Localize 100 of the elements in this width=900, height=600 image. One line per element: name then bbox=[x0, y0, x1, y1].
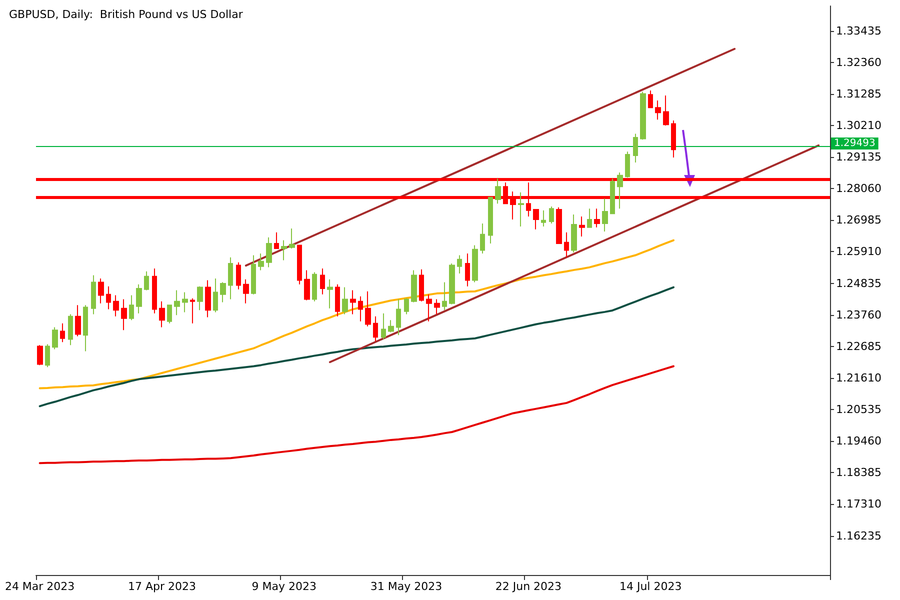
candlestick bbox=[396, 298, 401, 336]
candlestick bbox=[449, 262, 455, 305]
candlestick bbox=[45, 344, 50, 368]
candlestick bbox=[266, 236, 272, 268]
candlestick bbox=[83, 304, 88, 352]
candlestick bbox=[411, 270, 417, 303]
candlestick bbox=[327, 278, 333, 309]
candlestick bbox=[251, 254, 256, 295]
candlestick bbox=[167, 304, 172, 324]
candlestick bbox=[37, 344, 43, 366]
candlestick bbox=[602, 198, 608, 232]
candlestick bbox=[152, 268, 157, 314]
candlestick bbox=[541, 210, 546, 227]
y-tick-label: 1.32360 bbox=[836, 56, 882, 69]
y-tick-label: 1.21610 bbox=[836, 371, 882, 384]
x-tick-label: 22 Jun 2023 bbox=[495, 580, 562, 593]
y-tick-label: 1.18385 bbox=[836, 466, 882, 480]
candlestick bbox=[442, 282, 447, 311]
x-tick-label: 31 May 2023 bbox=[370, 580, 442, 593]
candlestick bbox=[243, 278, 249, 304]
line-series bbox=[38, 365, 674, 464]
candlestick bbox=[274, 232, 279, 250]
candlestick bbox=[335, 284, 340, 317]
y-tick-label: 1.16235 bbox=[836, 529, 882, 542]
candlestick bbox=[587, 208, 592, 228]
candlestick bbox=[495, 178, 501, 204]
candlestick bbox=[52, 326, 58, 350]
y-tick-label: 1.22685 bbox=[836, 340, 882, 353]
candlestick bbox=[373, 316, 378, 342]
candlestick bbox=[174, 290, 180, 316]
candlestick bbox=[312, 272, 317, 302]
candlestick bbox=[640, 91, 646, 140]
candlestick bbox=[381, 312, 386, 340]
candlestick bbox=[404, 298, 409, 315]
candlestick bbox=[205, 280, 211, 318]
chart-title: GBPUSD, Daily: British Pound vs US Dollar bbox=[9, 8, 244, 21]
candlestick bbox=[533, 208, 539, 230]
candlestick bbox=[68, 314, 73, 346]
candlestick bbox=[121, 298, 127, 331]
candlestick bbox=[220, 282, 226, 303]
y-tick-label: 1.30210 bbox=[836, 118, 882, 132]
candlestick bbox=[655, 100, 661, 120]
candlestick bbox=[457, 254, 462, 274]
candlestick bbox=[472, 244, 478, 283]
candlestick bbox=[144, 270, 149, 291]
candlestick bbox=[159, 300, 165, 328]
candlestick bbox=[426, 294, 432, 322]
x-tick-label: 14 Jul 2023 bbox=[619, 580, 682, 593]
x-tick-label: 17 Apr 2023 bbox=[128, 580, 196, 593]
candlestick bbox=[556, 206, 562, 244]
candlestick bbox=[190, 298, 195, 324]
candlestick bbox=[91, 274, 96, 315]
candlestick bbox=[236, 262, 241, 290]
y-tick-label: 1.33435 bbox=[836, 24, 882, 38]
candlestick bbox=[129, 294, 134, 321]
candlestick bbox=[182, 292, 188, 313]
candlestick bbox=[297, 244, 302, 285]
candlestick bbox=[480, 223, 485, 254]
candlestick bbox=[197, 286, 203, 311]
candlestick bbox=[610, 178, 615, 214]
y-tick-label: 1.26985 bbox=[836, 214, 882, 227]
y-tick-label: 1.24835 bbox=[836, 276, 882, 290]
candlestick bbox=[365, 290, 371, 327]
y-tick-label: 1.20535 bbox=[836, 403, 882, 416]
y-tick-label: 1.23760 bbox=[836, 308, 882, 322]
candlestick bbox=[75, 304, 81, 337]
candlestick bbox=[98, 278, 104, 304]
line-series bbox=[38, 239, 674, 390]
candlestick bbox=[465, 253, 470, 287]
candlestick bbox=[350, 290, 356, 315]
y-tick-label: 1.17310 bbox=[836, 498, 882, 511]
candlestick bbox=[663, 95, 669, 126]
ref-line-label: 1.29493 bbox=[834, 138, 876, 150]
candlestick bbox=[213, 278, 218, 313]
x-tick-label: 24 Mar 2023 bbox=[4, 580, 75, 593]
candlestick bbox=[419, 268, 424, 302]
candlestick bbox=[342, 286, 348, 315]
candlestick bbox=[633, 133, 638, 163]
candlestick bbox=[304, 270, 310, 301]
candlestick bbox=[488, 196, 493, 244]
x-tick-label: 9 May 2023 bbox=[252, 580, 316, 593]
candlestick bbox=[60, 322, 65, 343]
candlestick bbox=[228, 256, 233, 300]
candlestick bbox=[549, 206, 554, 224]
candlestick bbox=[281, 240, 287, 261]
candlestick bbox=[625, 151, 630, 178]
candlestick bbox=[671, 120, 676, 158]
candlestick bbox=[518, 192, 524, 227]
y-tick-label: 1.28060 bbox=[836, 182, 882, 196]
y-tick-label: 1.31285 bbox=[836, 87, 882, 100]
candlestick bbox=[136, 284, 142, 314]
candlestick bbox=[258, 253, 264, 271]
candlestick bbox=[434, 298, 440, 315]
candlestick bbox=[617, 172, 623, 210]
line-series bbox=[38, 286, 674, 408]
candlestick bbox=[289, 228, 295, 250]
y-tick-label: 1.25910 bbox=[836, 245, 882, 258]
candlestick bbox=[113, 294, 119, 317]
candlestick bbox=[579, 216, 585, 237]
y-tick-label: 1.29135 bbox=[836, 150, 882, 164]
